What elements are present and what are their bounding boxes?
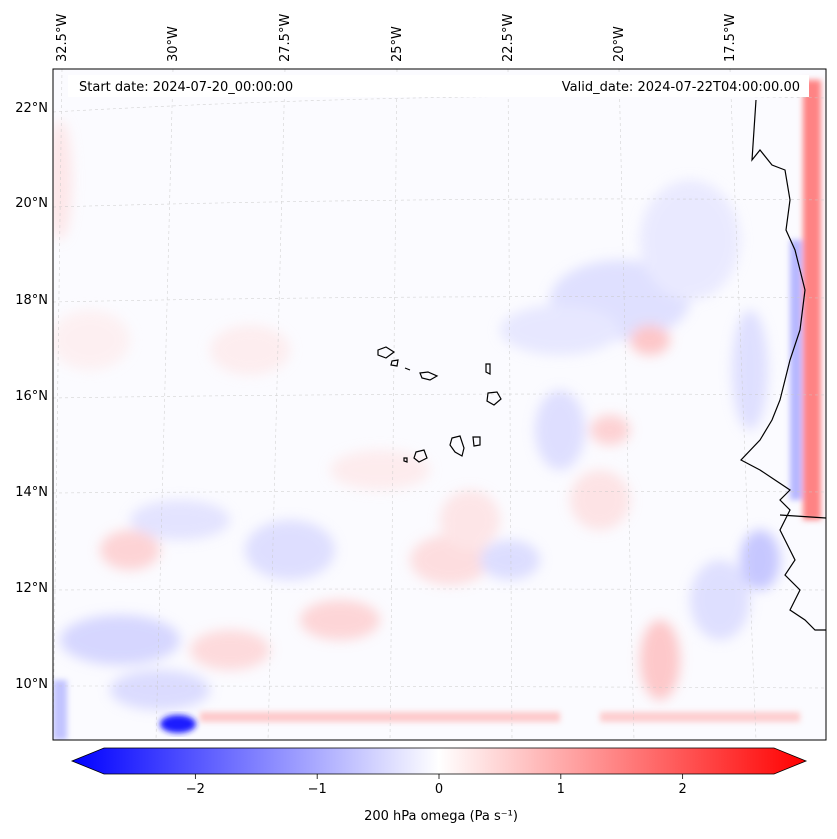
lon-label: 25°W <box>390 26 405 62</box>
latitude-labels: 22°N 20°N 18°N 16°N 14°N 12°N 10°N <box>15 101 48 692</box>
colorbar-tick-label: 1 <box>557 782 565 797</box>
coastline <box>740 99 827 631</box>
colorbar-tick-label: 0 <box>435 782 443 797</box>
lat-label: 18°N <box>15 293 48 308</box>
lat-label: 22°N <box>15 101 48 116</box>
colorbar-label: 200 hPa omega (Pa s⁻¹) <box>364 809 518 824</box>
lon-label: 17.5°W <box>723 14 738 62</box>
lat-label: 14°N <box>15 485 48 500</box>
map-frame <box>52 68 827 741</box>
lon-label: 32.5°W <box>55 14 70 62</box>
map-panel: Start date: 2024-07-20_00:00:00 Valid_da… <box>52 68 827 741</box>
lon-label: 20°W <box>612 26 627 62</box>
lat-label: 10°N <box>15 677 48 692</box>
omega-field <box>53 80 821 740</box>
header-box <box>68 75 809 97</box>
lon-label: 22.5°W <box>501 14 516 62</box>
lat-label: 16°N <box>15 389 48 404</box>
start-date-label: Start date: 2024-07-20_00:00:00 <box>79 80 293 95</box>
colorbar-tick-label: 2 <box>678 782 686 797</box>
lon-label: 30°W <box>166 26 181 62</box>
colorbar-tick-label: −2 <box>186 782 205 797</box>
cape-verde-islands <box>377 346 502 463</box>
valid-date-label: Valid_date: 2024-07-22T04:00:00.00 <box>562 80 800 95</box>
colorbar-ticks: −2 −1 0 1 2 <box>186 774 687 797</box>
colorbar-gradient <box>70 747 808 775</box>
colorbar-tick-label: −1 <box>308 782 327 797</box>
longitude-labels: 32.5°W 30°W 27.5°W 25°W 22.5°W 20°W 17.5… <box>55 14 738 62</box>
lon-label: 27.5°W <box>278 14 293 62</box>
lat-label: 12°N <box>15 581 48 596</box>
colorbar: −2 −1 0 1 2 200 hPa omega (Pa s⁻¹) <box>70 747 808 824</box>
graticule <box>52 68 827 741</box>
lat-label: 20°N <box>15 196 48 211</box>
